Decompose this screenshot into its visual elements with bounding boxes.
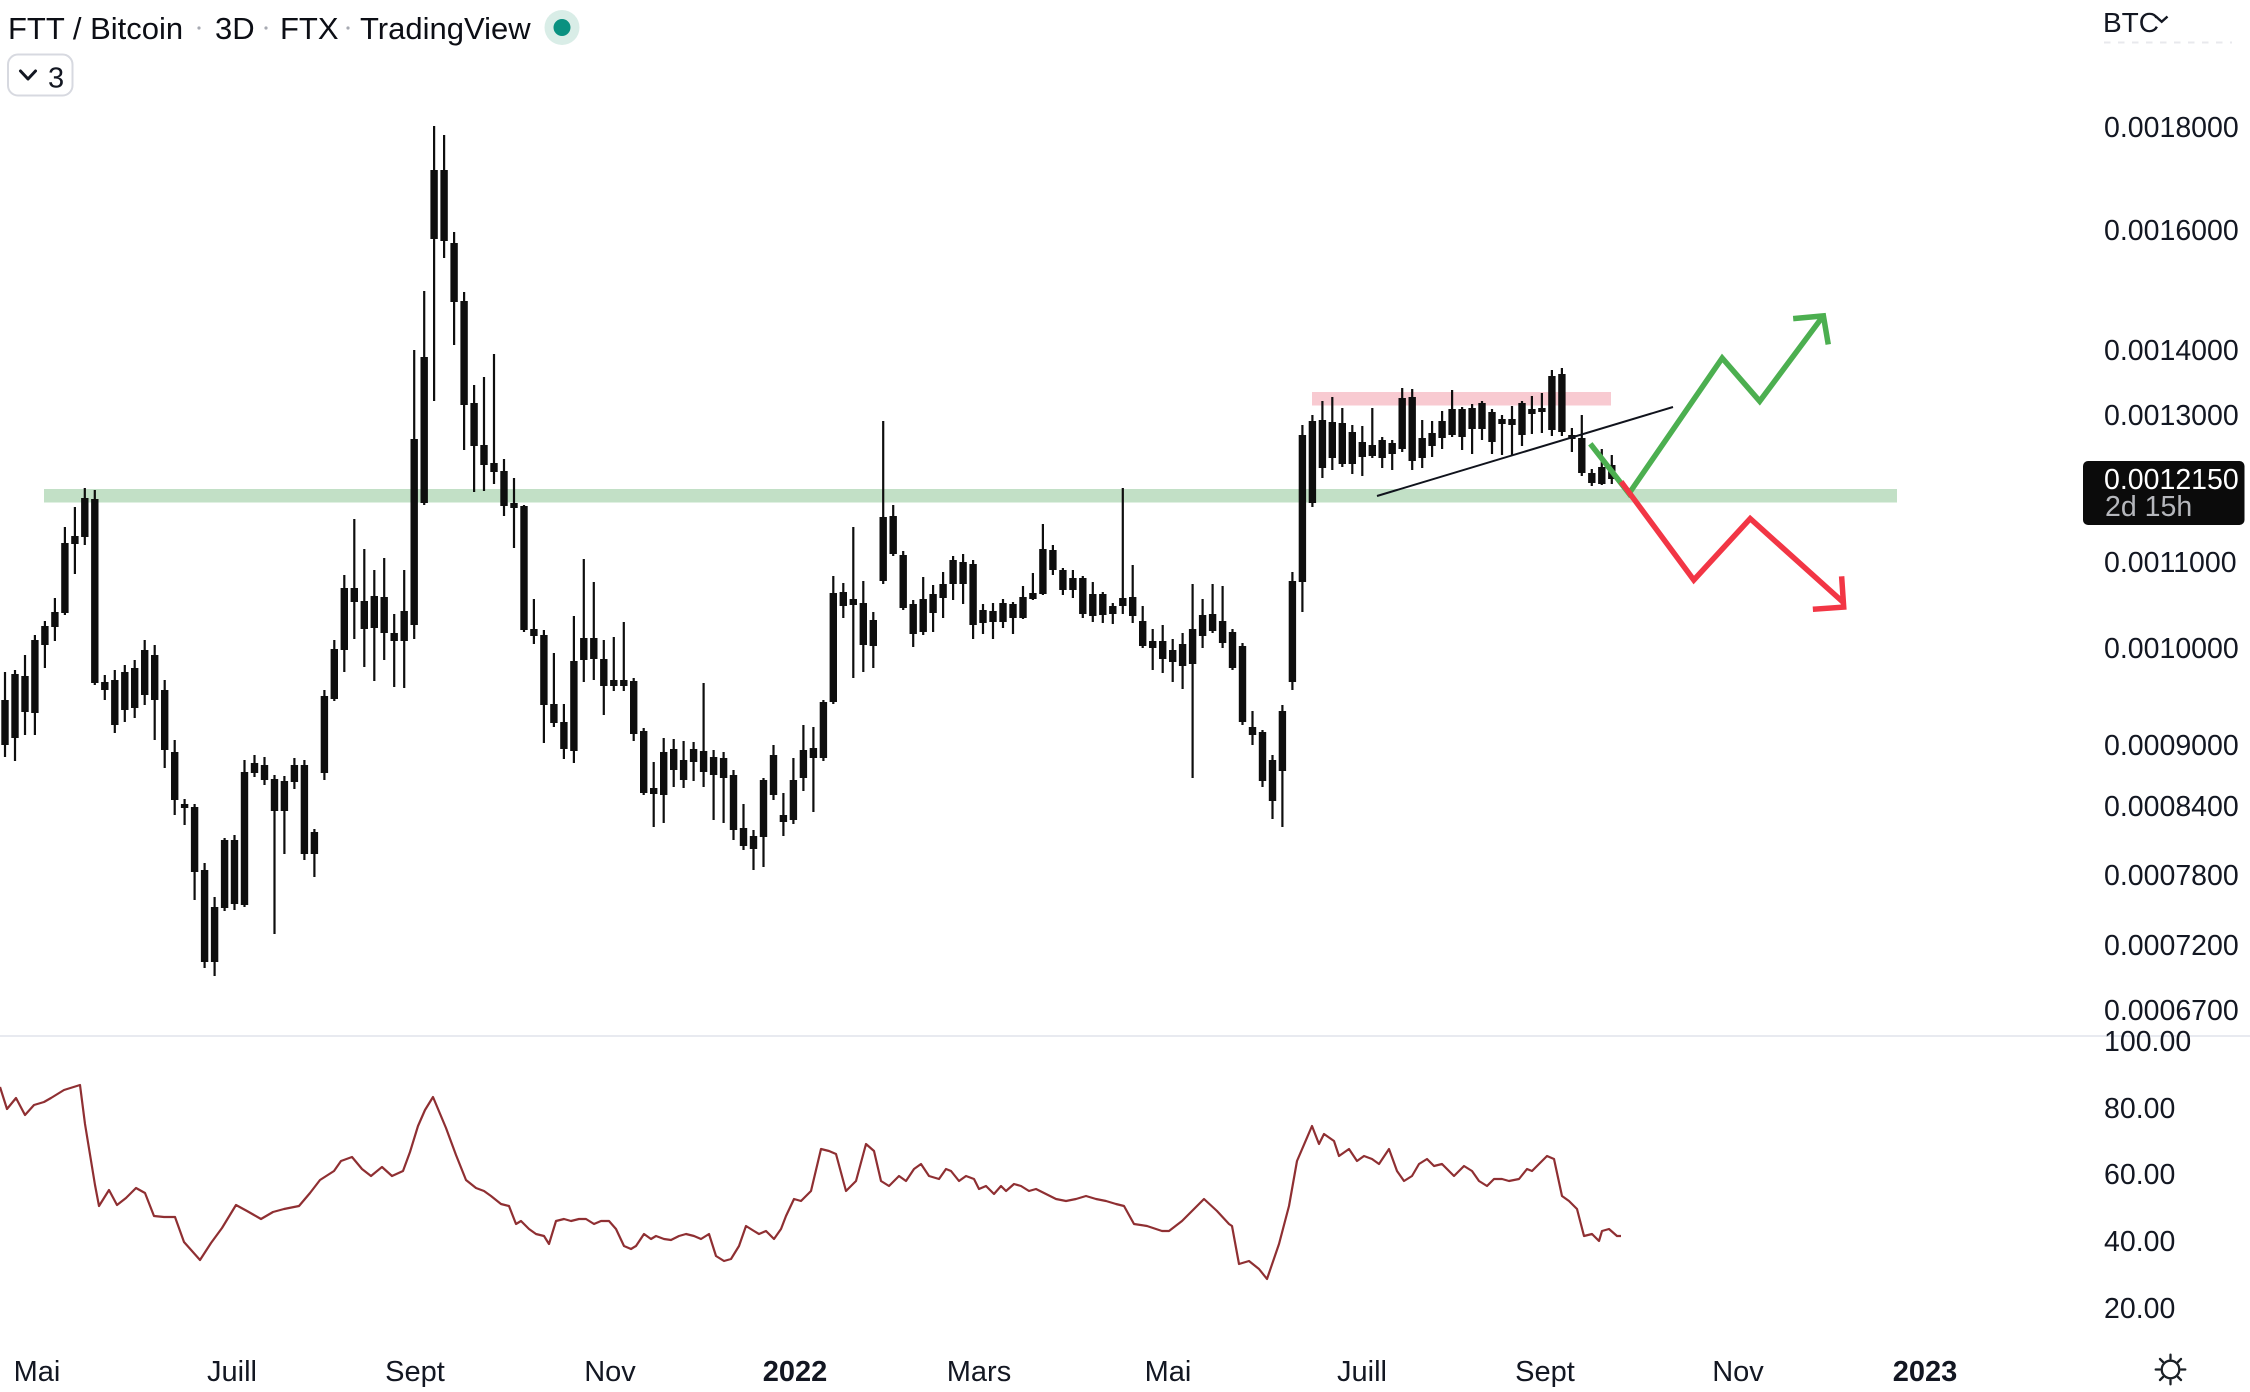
svg-text:3: 3 [48, 63, 64, 95]
svg-text:3D: 3D [215, 11, 255, 46]
svg-text:0.0016000: 0.0016000 [2104, 215, 2239, 247]
svg-text:BTC: BTC [2103, 7, 2159, 38]
svg-text:Nov: Nov [1712, 1356, 1764, 1388]
svg-text:Mai: Mai [1145, 1356, 1192, 1388]
svg-text:0.0009000: 0.0009000 [2104, 730, 2239, 762]
svg-text:FTX: FTX [280, 11, 339, 46]
svg-text:Nov: Nov [584, 1356, 636, 1388]
svg-text:0.0010000: 0.0010000 [2104, 633, 2239, 665]
svg-text:0.0007800: 0.0007800 [2104, 860, 2239, 892]
svg-text:0.0011000: 0.0011000 [2104, 547, 2237, 579]
svg-text:0.0014000: 0.0014000 [2104, 335, 2239, 367]
svg-text:0.0007200: 0.0007200 [2104, 930, 2239, 962]
svg-text:60.00: 60.00 [2104, 1159, 2175, 1191]
svg-text:2022: 2022 [763, 1356, 828, 1388]
svg-text:2d 15h: 2d 15h [2105, 491, 2192, 523]
svg-text:Mai: Mai [14, 1356, 61, 1388]
svg-text:100.00: 100.00 [2104, 1026, 2191, 1058]
svg-text:0.0013000: 0.0013000 [2104, 400, 2239, 432]
svg-text:Mars: Mars [947, 1356, 1011, 1388]
svg-text:0.0006700: 0.0006700 [2104, 995, 2239, 1027]
svg-text:Juill: Juill [207, 1356, 257, 1388]
svg-text:0.0008400: 0.0008400 [2104, 791, 2239, 823]
svg-text:Sept: Sept [385, 1356, 445, 1388]
svg-text:2023: 2023 [1893, 1356, 1958, 1388]
svg-text:Sept: Sept [1515, 1356, 1575, 1388]
svg-text:80.00: 80.00 [2104, 1093, 2175, 1125]
svg-text:FTT / Bitcoin: FTT / Bitcoin [8, 11, 183, 46]
svg-text:20.00: 20.00 [2104, 1293, 2175, 1325]
svg-text:TradingView: TradingView [360, 11, 531, 46]
svg-text:40.00: 40.00 [2104, 1226, 2175, 1258]
svg-text:0.0012150: 0.0012150 [2104, 464, 2239, 496]
svg-text:0.0018000: 0.0018000 [2104, 112, 2239, 144]
svg-text:Juill: Juill [1337, 1356, 1387, 1388]
